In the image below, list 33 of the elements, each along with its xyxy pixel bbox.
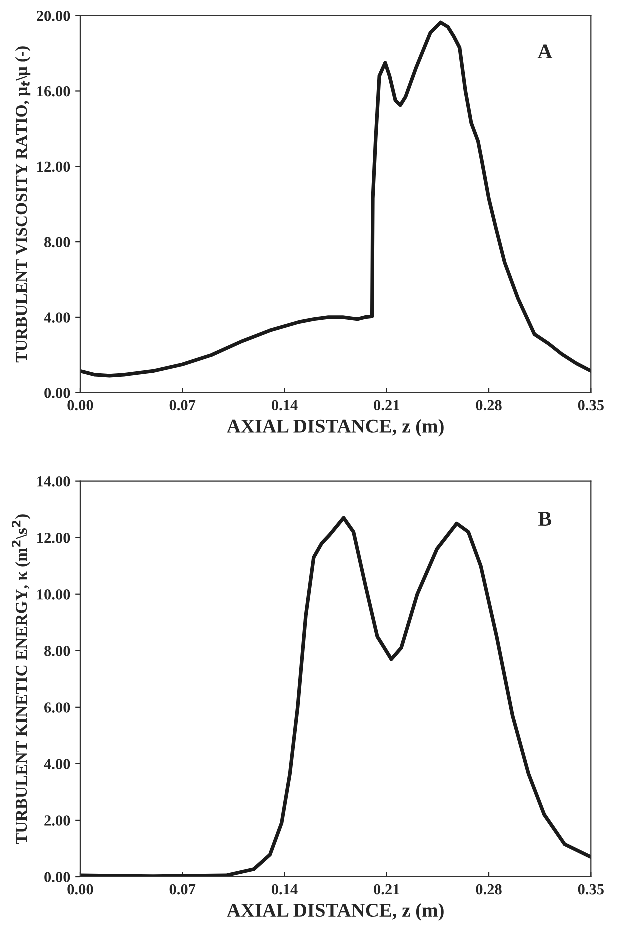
x-tick-label: 0.14: [272, 884, 298, 895]
y-axis-title: TURBULENT KINETIC ENERGY, κ (m$^{2}$\s$^{2}$): [12, 514, 31, 844]
y-tick-label: 10.00: [38, 590, 70, 600]
y-tick-label: 6.00: [44, 702, 70, 713]
x-tick-label: 0.21: [374, 884, 400, 895]
x-axis-title: AXIAL DISTANCE, z (m): [227, 903, 444, 921]
x-tick-label: 0.28: [476, 400, 502, 411]
annotation: A: [538, 44, 553, 59]
x-tick-label: 0.14: [272, 400, 298, 411]
y-tick-label: 0.00: [44, 388, 70, 398]
line-series: [80, 20, 592, 378]
y-tick-label: 4.00: [44, 312, 70, 323]
x-tick-label: 0.35: [578, 400, 604, 411]
y-tick-label: 16.00: [38, 86, 70, 97]
y-tick-label: 20.00: [37, 10, 70, 22]
y-tick-label: 8.00: [44, 237, 70, 248]
x-tick-label: 0.07: [170, 400, 196, 411]
y-tick-label: 2.00: [44, 816, 70, 826]
x-tick-label: 0.21: [374, 400, 400, 411]
annotation: B: [538, 512, 552, 526]
y-tick-label: 12.00: [38, 532, 70, 544]
x-tick-label: 0.00: [68, 884, 94, 895]
x-tick-label: 0.35: [578, 884, 604, 895]
y-axis-title: TURBULENT VISCOSITY RATIO, μ$_{t}$\μ (-): [15, 46, 31, 363]
x-axis-title: AXIAL DISTANCE, z (m): [227, 419, 444, 437]
y-tick-label: 12.00: [38, 162, 70, 172]
y-tick-label: 14.00: [38, 476, 70, 487]
x-tick-label: 0.00: [68, 400, 94, 411]
x-tick-label: 0.28: [476, 884, 502, 895]
y-tick-label: 0.00: [44, 872, 70, 883]
y-tick-label: 4.00: [44, 759, 70, 770]
x-tick-label: 0.07: [170, 884, 196, 895]
y-tick-label: 8.00: [44, 646, 70, 656]
